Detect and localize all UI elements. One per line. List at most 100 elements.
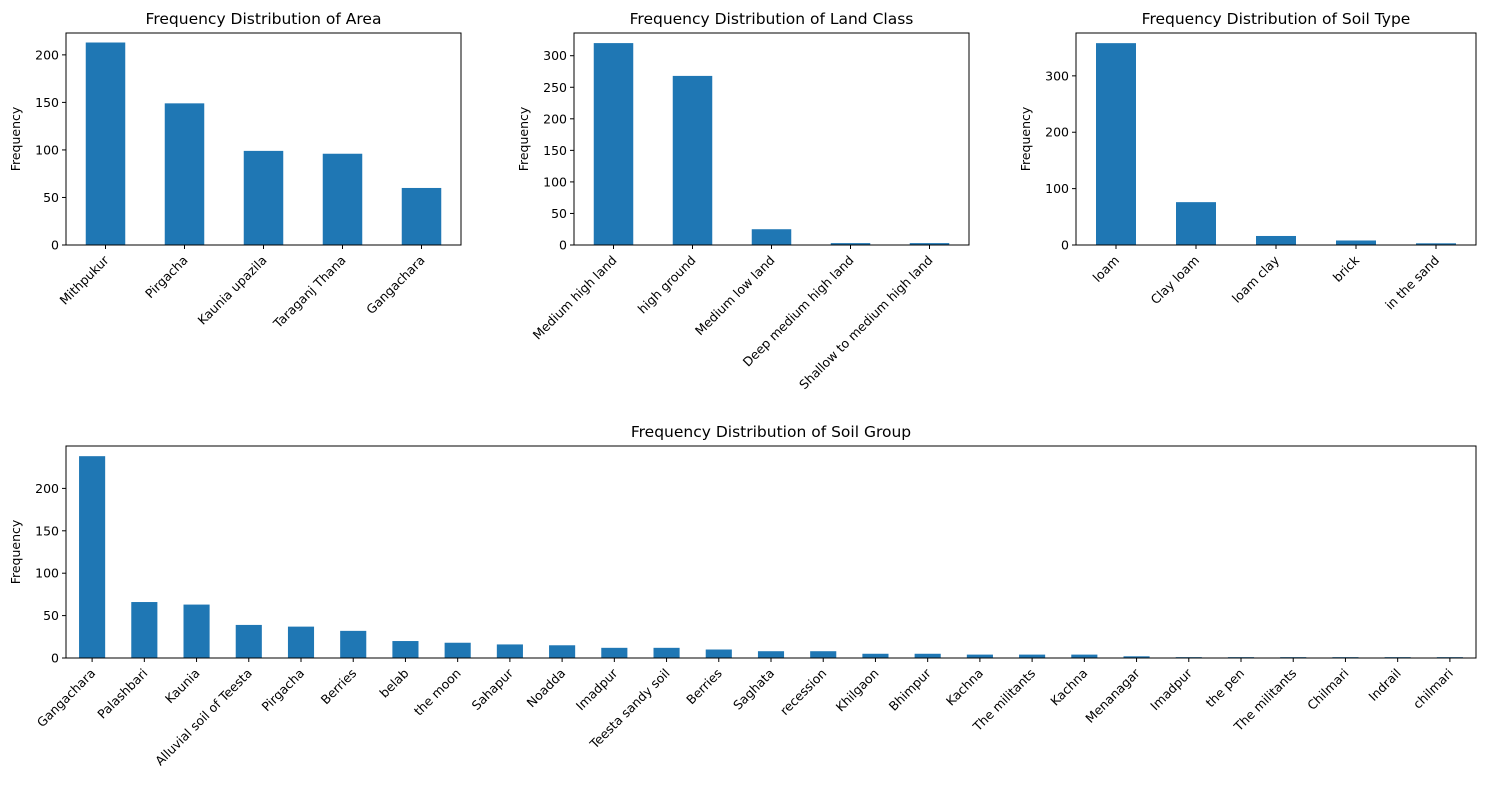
x-tick-label: belab [376,665,411,700]
bar [862,653,889,658]
bar [1071,654,1098,658]
y-tick-label: 150 [543,143,567,158]
chart-1: Frequency Distribution of Area Frequency 0… [8,10,462,332]
x-tick-label: Chilmari [1304,666,1351,713]
axes-frame [1075,32,1477,246]
bar [751,229,792,245]
x-tick-label: Indrail [1365,666,1403,704]
bar [79,456,106,658]
x-tick-label: in the sand [1382,253,1442,313]
x-tick-label: Berries [683,666,725,708]
bar [909,243,950,245]
y-tick-label: 200 [543,111,567,126]
x-tick-label: Kachna [943,666,986,709]
x-tick-label: Pirgacha [259,666,308,715]
bar [1256,235,1296,245]
axes-frame [65,445,1477,659]
x-tick-label: Bhimpur [886,665,935,714]
x-tick-label: Khilgaon [833,666,882,715]
bar [1416,243,1456,245]
y-tick-label: 100 [35,142,59,157]
bar [653,647,680,658]
bar [830,243,871,245]
bar [322,153,363,245]
y-tick-label: 300 [543,48,567,63]
y-tick-label: 150 [35,523,59,538]
bar [243,150,284,245]
bar [549,645,576,658]
x-tick-label: loam clay [1229,252,1283,306]
bar [705,649,732,658]
y-tick-label: 0 [559,238,567,253]
bar [1096,43,1136,245]
x-tick-label: Gangachara [34,666,98,730]
y-axis-label: Frequency [8,106,23,171]
bar [85,42,126,245]
y-tick-label: 50 [43,190,59,205]
bar [444,642,471,658]
chart-title: Frequency Distribution of Soil Group [631,423,911,441]
x-tick-label: Palashbari [94,666,150,722]
y-tick-label: 300 [1045,68,1069,83]
bar [401,187,442,245]
x-tick-label: Kaunia [162,666,203,707]
x-tick-label: Mithpukur [57,252,113,308]
x-tick-label: Saghata [730,666,777,713]
y-axis-label: Frequency [1018,106,1033,171]
chart-title: Frequency Distribution of Area [146,10,382,28]
y-tick-label: 0 [1061,238,1069,253]
y-tick-label: 150 [35,95,59,110]
x-tick-label: Taraganj Thana [270,253,349,332]
x-tick-label: Shallow to medium high land [796,253,936,393]
bar [966,654,993,658]
x-tick-label: Alluvial soil of Teesta [152,666,255,769]
bar [392,641,419,658]
bar [496,644,523,658]
bar [914,653,941,658]
x-tick-label: the moon [411,666,464,719]
x-tick-label: high ground [635,253,699,317]
x-tick-label: loam [1090,253,1123,286]
bar [757,651,785,658]
x-tick-label: brick [1330,252,1363,285]
chart-title: Frequency Distribution of Soil Type [1142,10,1411,28]
y-tick-label: 100 [1045,181,1069,196]
axes-frame [573,32,970,246]
y-tick-label: 100 [35,566,59,581]
x-tick-label: Kachna [1047,666,1090,709]
x-tick-label: Imadpur [1147,665,1195,713]
x-tick-label: Medium low land [692,253,778,339]
bar [1336,240,1376,245]
x-tick-label: Imadpur [573,665,621,713]
y-axis-label: Frequency [8,519,23,584]
x-tick-label: Gangachara [363,253,427,317]
bar [235,624,262,658]
bar [601,647,628,658]
x-tick-label: Sahapur [469,665,517,713]
y-tick-label: 0 [51,238,59,253]
x-tick-label: Kaunia upazila [194,253,269,328]
x-tick-label: Noadda [524,666,569,711]
bar [1123,656,1150,658]
bar [164,103,205,245]
bar [672,75,713,246]
bar [810,651,837,658]
bar [287,626,315,658]
bar [183,604,210,658]
x-tick-label: Clay loam [1148,253,1203,308]
chart-4: Frequency Distribution of Soil Group Freq… [8,423,1477,769]
y-tick-label: 200 [35,47,59,62]
chart-title: Frequency Distribution of Land Class [630,10,914,28]
y-tick-label: 50 [551,206,567,221]
chart-2: Frequency Distribution of Land Class Freq… [516,10,970,393]
x-tick-label: the pen [1203,666,1248,711]
bar [1176,202,1216,245]
x-tick-label: Pirgacha [142,253,191,302]
bar [1019,654,1046,658]
x-tick-label: Menanagar [1082,665,1143,726]
bar [340,630,367,658]
bar [593,43,634,245]
y-tick-label: 200 [1045,125,1069,140]
y-tick-label: 0 [51,651,59,666]
